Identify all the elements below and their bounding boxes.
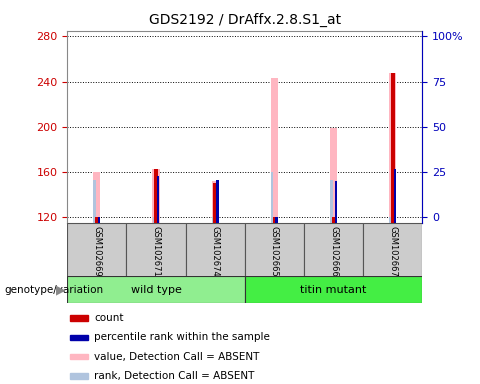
Bar	[335, 181, 337, 223]
Bar	[70, 316, 88, 321]
Bar	[276, 217, 278, 223]
Bar	[70, 373, 88, 379]
Text: rank, Detection Call = ABSENT: rank, Detection Call = ABSENT	[94, 371, 255, 381]
Bar	[157, 176, 159, 223]
Bar	[67, 276, 245, 303]
Bar	[186, 223, 245, 280]
Bar	[389, 73, 396, 223]
Bar	[304, 223, 363, 280]
Text: GSM102671: GSM102671	[152, 225, 160, 276]
Bar	[153, 217, 155, 223]
Text: value, Detection Call = ABSENT: value, Detection Call = ABSENT	[94, 352, 260, 362]
Bar	[93, 172, 100, 223]
Bar	[394, 169, 396, 223]
Bar	[153, 169, 159, 223]
Bar	[214, 183, 217, 223]
Bar	[94, 180, 96, 223]
Bar	[212, 217, 214, 223]
Text: GSM102667: GSM102667	[388, 225, 397, 276]
Bar	[126, 223, 186, 280]
Title: GDS2192 / DrAffx.2.8.S1_at: GDS2192 / DrAffx.2.8.S1_at	[149, 13, 341, 27]
Bar	[212, 181, 219, 223]
Bar	[271, 172, 274, 223]
Bar	[95, 217, 98, 223]
Text: count: count	[94, 313, 124, 323]
Bar	[154, 169, 158, 223]
Text: titin mutant: titin mutant	[300, 285, 367, 295]
Text: GSM102669: GSM102669	[92, 225, 101, 276]
Text: ▶: ▶	[56, 283, 66, 296]
Text: genotype/variation: genotype/variation	[5, 285, 104, 295]
Bar	[389, 217, 392, 223]
Text: GSM102674: GSM102674	[211, 225, 220, 276]
Bar	[271, 78, 278, 223]
Bar	[70, 335, 88, 340]
Bar	[391, 73, 395, 223]
Bar	[330, 180, 333, 223]
Bar	[70, 354, 88, 359]
Bar	[245, 223, 304, 280]
Text: percentile rank within the sample: percentile rank within the sample	[94, 333, 270, 343]
Bar	[67, 223, 126, 280]
Bar	[273, 217, 276, 223]
Bar	[216, 180, 218, 223]
Bar	[330, 128, 337, 223]
Text: GSM102665: GSM102665	[270, 225, 279, 276]
Bar	[332, 217, 336, 223]
Bar	[98, 217, 100, 223]
Bar	[363, 223, 422, 280]
Text: wild type: wild type	[131, 285, 181, 295]
Bar	[245, 276, 422, 303]
Text: GSM102666: GSM102666	[329, 225, 338, 276]
